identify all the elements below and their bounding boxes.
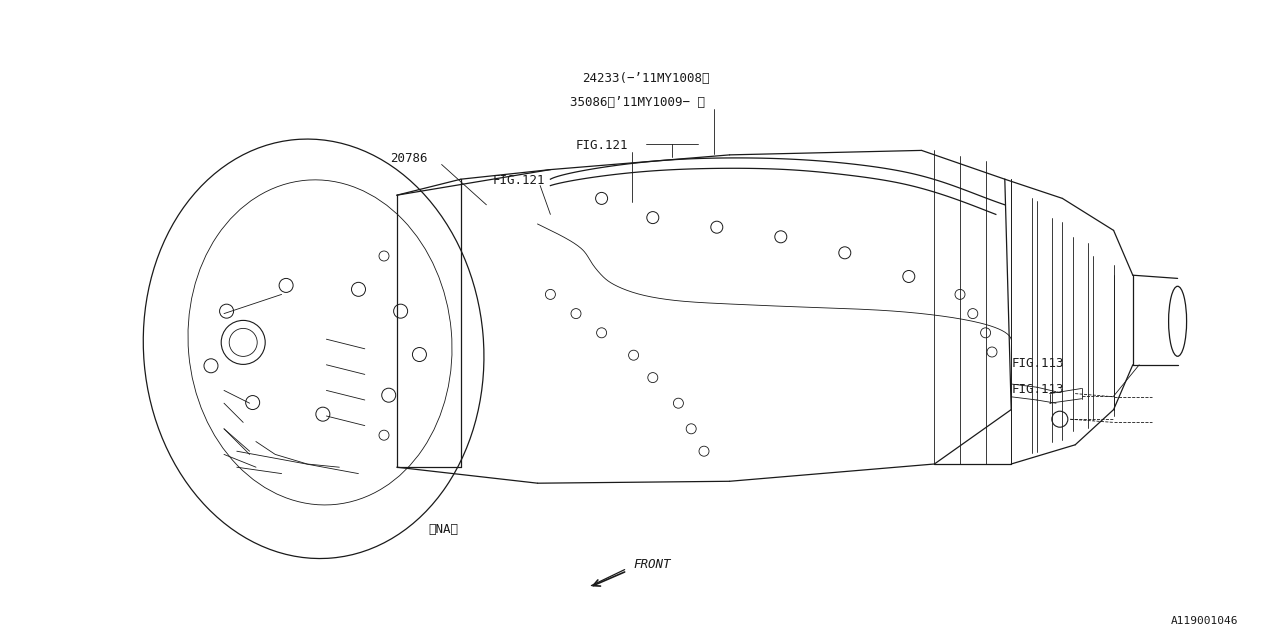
Text: FIG.113: FIG.113 [1011, 357, 1064, 370]
Text: FRONT: FRONT [634, 558, 671, 571]
Text: FIG.121: FIG.121 [576, 139, 628, 152]
Text: 35086（’11MY1009− ）: 35086（’11MY1009− ） [570, 96, 704, 109]
Text: FIG.113: FIG.113 [1011, 383, 1064, 396]
Text: A119001046: A119001046 [1171, 616, 1239, 626]
Text: 〈NA〉: 〈NA〉 [429, 524, 458, 536]
Text: FIG.121: FIG.121 [493, 174, 545, 187]
Text: 20786: 20786 [390, 152, 428, 165]
Text: 24233(−’11MY1008）: 24233(−’11MY1008） [582, 72, 710, 85]
